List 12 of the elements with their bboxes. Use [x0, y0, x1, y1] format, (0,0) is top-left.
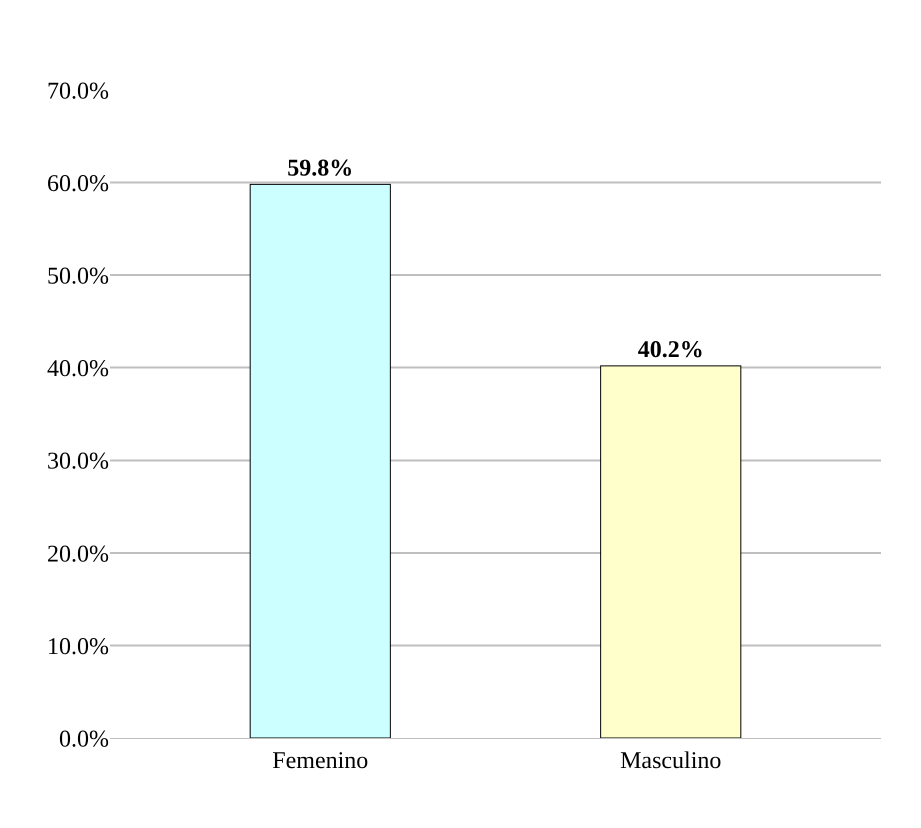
- y-tick-label: 30.0%: [47, 448, 109, 475]
- y-tick-label: 40.0%: [47, 356, 109, 382]
- data-label: 59.8%: [287, 155, 354, 182]
- y-tick-label: 50.0%: [47, 264, 109, 290]
- y-tick-label: 70.0%: [47, 78, 109, 104]
- x-tick-label: Femenino: [272, 748, 368, 774]
- y-tick-label: 10.0%: [47, 634, 109, 660]
- x-tick-label: Masculino: [620, 748, 722, 774]
- y-tick-label: 20.0%: [47, 541, 109, 568]
- y-tick-label: 60.0%: [47, 170, 109, 197]
- y-tick-label: 0.0%: [59, 726, 109, 752]
- data-label: 40.2%: [638, 336, 704, 363]
